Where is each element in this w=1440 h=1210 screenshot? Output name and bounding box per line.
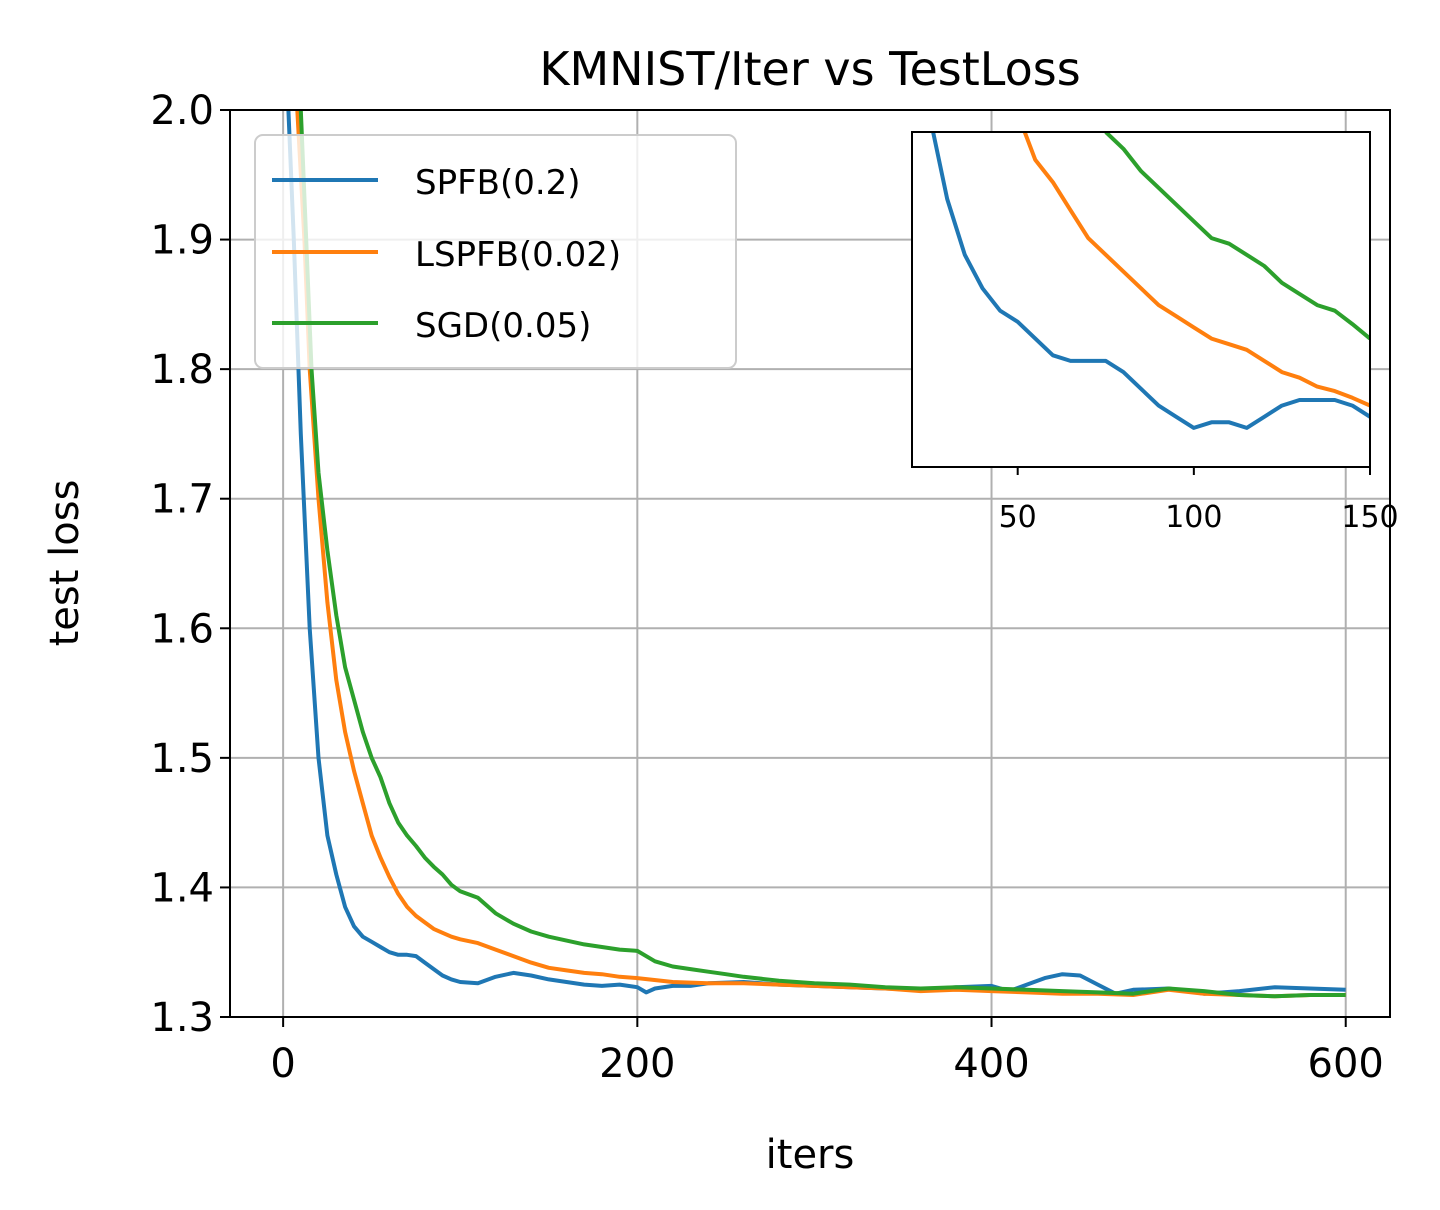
y-axis-label: test loss: [42, 480, 88, 647]
y-tick-label: 1.4: [150, 865, 214, 911]
inset: 50 100 150: [911, 131, 1399, 535]
series-line-sgd: [298, 110, 1346, 999]
inset-series: [931, 132, 1370, 430]
inset-x-tick-label: 50: [999, 500, 1037, 535]
y-tick-label: 2.0: [150, 88, 214, 134]
y-tick-label: 1.9: [150, 218, 214, 264]
inset-line-sgd: [1104, 132, 1370, 341]
inset-line-spfb: [931, 132, 1370, 430]
legend-box: [254, 134, 737, 369]
series-line-lspfb: [295, 110, 1346, 999]
series-line-spfb: [286, 110, 1346, 996]
x-tick-label: 600: [1308, 1041, 1384, 1087]
legend: SPFB(0.2) LSPFB(0.02) SGD(0.05): [254, 134, 737, 369]
main-ticks: 0 200 400 600 1.3 1.4 1.5 1.6 1.7 1.8 1.9 2.0: [150, 88, 1384, 1087]
inset-x-tick-label: 100: [1165, 500, 1222, 535]
x-axis-label: iters: [766, 1132, 855, 1178]
inset-background: [912, 132, 1370, 467]
inset-x-tick-label: 150: [1341, 500, 1398, 535]
legend-label-spfb: SPFB(0.2): [415, 163, 581, 203]
y-tick-label: 1.8: [150, 347, 214, 393]
y-tick-label: 1.7: [150, 477, 214, 523]
legend-label-sgd: SGD(0.05): [415, 306, 591, 346]
x-tick-label: 200: [599, 1041, 675, 1087]
y-tick-label: 1.3: [150, 995, 214, 1041]
chart-title: KMNIST/Iter vs TestLoss: [539, 42, 1080, 96]
inset-frame: [911, 131, 1371, 468]
y-tick-label: 1.5: [150, 736, 214, 782]
legend-label-lspfb: LSPFB(0.02): [415, 235, 621, 275]
main-plot-frame: [229, 109, 1391, 1018]
y-tick-label: 1.6: [150, 606, 214, 652]
main-series: [286, 110, 1346, 999]
x-tick-label: 400: [953, 1041, 1029, 1087]
inset-ticks: 50 100 150: [999, 467, 1399, 535]
inset-line-lspfb: [1022, 132, 1370, 408]
x-tick-label: 0: [270, 1041, 295, 1087]
